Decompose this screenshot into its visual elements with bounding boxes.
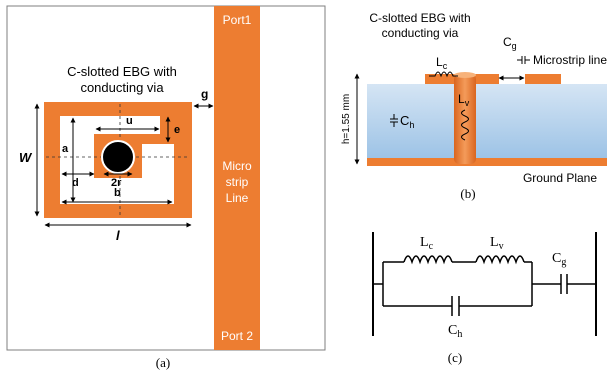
panel-b-title-line2: conducting via — [382, 26, 459, 40]
cg-capacitor-symbol — [517, 56, 530, 64]
panel-a-title-line2: conducting via — [80, 80, 164, 95]
port1-label: Port1 — [223, 13, 252, 27]
lc-coil — [403, 255, 453, 265]
panel-a-caption: (a) — [156, 355, 170, 370]
panel-c-cg-label: Cg — [552, 251, 566, 268]
panel-b-caption: (b) — [460, 186, 475, 201]
panel-b-ch-label: Ch — [400, 113, 414, 130]
panel-b-cg-label: Cg — [503, 35, 517, 51]
dim-l-label: l — [116, 228, 120, 243]
panel-b-title-line1: C-slotted EBG with — [369, 11, 470, 25]
via-top-ellipse — [454, 72, 476, 78]
ch-capacitor-symbol — [390, 114, 398, 127]
panel-c-lv-label: Lv — [490, 235, 504, 252]
panel-b-microstrip-label: Microstrip line — [533, 53, 607, 67]
panel-a: C-slotted EBG with conducting via Port1 … — [6, 5, 326, 370]
ground-plane — [367, 158, 607, 166]
microstrip-label-1: Micro — [222, 159, 252, 173]
microstrip-line — [214, 6, 260, 350]
panel-b-height-label: h=1.55 mm — [341, 94, 352, 144]
dim-e-label: e — [174, 124, 180, 136]
lc-inductor-symbol — [429, 71, 458, 78]
panel-b: C-slotted EBG with conducting via Lc Lv … — [341, 11, 607, 201]
microstrip-label-2: strip — [226, 175, 249, 189]
conducting-via — [454, 74, 476, 164]
substrate — [367, 84, 607, 158]
dim-d-label: d — [72, 177, 79, 189]
gap-g-label: g — [201, 87, 208, 101]
dim-b-label: b — [114, 187, 121, 199]
lv-inductor-symbol — [461, 109, 469, 141]
microstrip-top-copper — [525, 74, 561, 84]
panel-c-labels: Lc Lv Cg Ch (c) — [420, 235, 566, 365]
panel-c-caption: (c) — [448, 350, 462, 365]
panel-c — [372, 232, 597, 336]
dim-2r-label: 2r — [111, 177, 122, 189]
panel-c-lc-label: Lc — [420, 235, 434, 252]
panel-b-lv-label: Lv — [458, 92, 470, 108]
dim-a-label: a — [62, 143, 69, 155]
panel-c-ch-label: Ch — [448, 323, 462, 340]
dim-w-label: W — [19, 150, 33, 165]
port2-label: Port 2 — [221, 329, 253, 343]
panel-b-ground-label: Ground Plane — [523, 171, 597, 185]
panel-b-lc-label: Lc — [436, 55, 448, 71]
lv-coil — [475, 255, 525, 265]
microstrip-label-3: Line — [226, 191, 249, 205]
panel-a-title-line1: C-slotted EBG with — [67, 64, 177, 79]
via-circle — [101, 140, 135, 174]
dim-u-label: u — [126, 115, 133, 127]
